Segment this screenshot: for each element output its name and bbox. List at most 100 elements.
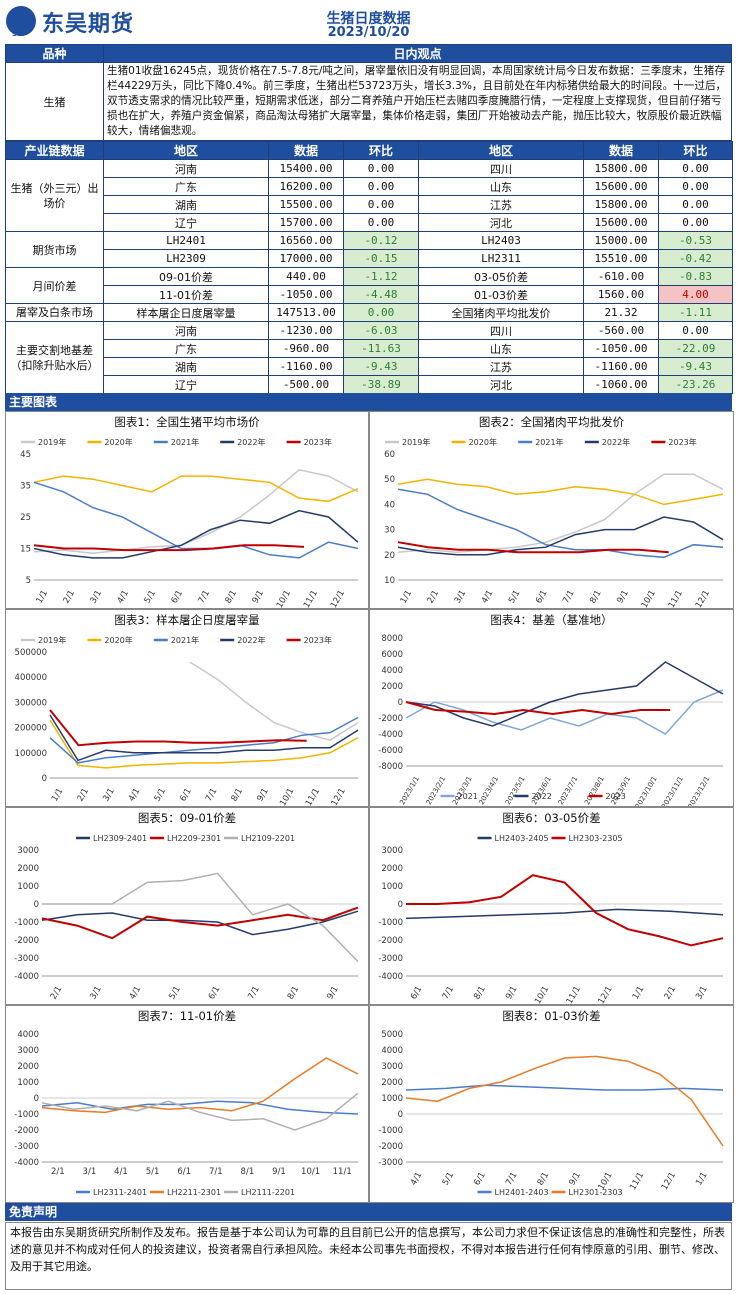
chart-svg: 3000 2000 1000 0 -1000 -2000 -3000 -4000 6/1 7/1 8… xyxy=(378,834,724,1005)
x-tick-label: 9/1 xyxy=(567,1171,583,1188)
x-tick-label: 3/1 xyxy=(89,589,105,606)
table-row: 11-01价差 -1050.00 -4.48 01-03价差 1560.00 4.00 xyxy=(6,285,733,304)
x-tick-label: 3/1 xyxy=(453,589,469,606)
series-line-LH2109-2201 xyxy=(42,872,359,963)
x-tick-label: 8/1 xyxy=(588,589,604,606)
region-cell: 湖南 xyxy=(103,195,269,214)
y-tick-label: 1000 xyxy=(381,882,403,892)
series-line-LH2303-2305 xyxy=(406,874,724,947)
y-tick-label: 5 xyxy=(26,576,31,586)
value-cell: 15600.00 xyxy=(583,213,659,232)
region-cell: 山东 xyxy=(418,177,584,196)
y-tick-label: 2000 xyxy=(17,1062,39,1072)
legend-label: 2021年 xyxy=(171,635,199,645)
y-tick-label: 0 xyxy=(34,900,39,910)
change-cell: 0.00 xyxy=(658,195,733,214)
y-tick-label: 0 xyxy=(398,698,403,708)
y-tick-label: -3000 xyxy=(378,954,403,964)
series-line-2021年 xyxy=(49,716,359,764)
y-tick-label: -6000 xyxy=(378,746,403,756)
change-cell: -1.12 xyxy=(343,267,419,286)
chart-title: 图表8：01-03价差 xyxy=(502,1009,601,1023)
legend-label: 2021 xyxy=(458,792,478,801)
chart-svg: 5000 4000 3000 2000 1000 0 -1000 -2000 -3000 4/1 5… xyxy=(378,1030,724,1197)
x-tick-label: 4/1 xyxy=(116,589,132,606)
change-cell: -11.63 xyxy=(343,339,419,358)
change-cell: -0.53 xyxy=(658,231,733,250)
x-tick-label: 1/1 xyxy=(694,1171,710,1188)
x-tick-label: 2023/11/1 xyxy=(660,775,685,806)
variety-header: 品种 xyxy=(5,44,104,63)
table-row: 月间价差 09-01价差 440.00 -1.12 03-05价差 -610.00 -0.8… xyxy=(5,267,733,304)
series-line-LH2111-2201 xyxy=(41,1092,359,1131)
x-tick-label: 12/1 xyxy=(330,787,348,807)
chart-svg: 500000 400000 300000 200000 100000 01/1 2/1 3/1… xyxy=(15,635,359,807)
y-tick-label: 35 xyxy=(20,482,31,492)
y-tick-label: -3000 xyxy=(14,954,39,964)
series-line-2022年 xyxy=(397,516,724,556)
x-tick-label: 11/1 xyxy=(302,589,320,609)
x-tick-label: 1/1 xyxy=(50,787,66,804)
x-tick-label: 2023/1/1 xyxy=(398,775,421,806)
legend-label: LH2403-2405 xyxy=(495,834,549,843)
change-cell: -22.09 xyxy=(658,339,733,358)
region-cell: 江苏 xyxy=(418,357,584,376)
y-tick-label: -8000 xyxy=(378,762,403,772)
table-header-1: 地区 xyxy=(103,141,269,160)
value-cell: -1060.00 xyxy=(583,375,659,394)
legend-label: LH2211-2301 xyxy=(167,1188,221,1197)
legend-label: 2022年 xyxy=(237,437,265,447)
table-row: 屠宰及白条市场 样本屠企日度屠宰量 147513.00 0.00 全国猪肉平均批发价 21… xyxy=(5,303,733,322)
change-cell: -38.89 xyxy=(343,375,419,394)
x-tick-label: 4/1 xyxy=(127,787,143,804)
x-tick-label: 4/1 xyxy=(114,1167,128,1177)
chart-title: 图表1：全国生猪平均市场价 xyxy=(114,415,260,429)
region-cell: 辽宁 xyxy=(103,375,269,394)
value-cell: -960.00 xyxy=(268,339,344,358)
x-tick-label: 11/1 xyxy=(304,787,322,807)
y-tick-label: 25 xyxy=(20,513,31,523)
region-cell: LH2403 xyxy=(418,231,584,250)
chart-title: 图表6：03-05价差 xyxy=(502,811,601,825)
x-tick-label: 7/1 xyxy=(504,1171,520,1188)
x-tick-label: 9/1 xyxy=(255,787,271,804)
series-line-2022 xyxy=(405,661,724,727)
x-tick-label: 5/1 xyxy=(441,1171,457,1188)
y-tick-label: -4000 xyxy=(14,1158,39,1168)
x-tick-label: 2023/3/1 xyxy=(451,775,474,806)
series-line-2021年 xyxy=(33,481,359,559)
series-line-LH2403-2405 xyxy=(405,908,724,920)
x-tick-label: 12/1 xyxy=(596,985,614,1005)
y-tick-label: 2000 xyxy=(17,864,39,874)
table-header-2: 数据 xyxy=(268,141,344,160)
group-label: 生猪（外三元）出场价 xyxy=(5,159,104,232)
x-tick-label: 3/1 xyxy=(88,985,104,1002)
series-line-2020年 xyxy=(49,719,359,769)
value-cell: 17000.00 xyxy=(268,249,344,268)
value-cell: 15500.00 xyxy=(268,195,344,214)
x-tick-label: 9/1 xyxy=(272,1167,286,1177)
x-tick-label: 8/1 xyxy=(241,1167,255,1177)
chart-7: 图表7：11-01价差 4000 3000 2000 1000 0 -1000 -2000 -3… xyxy=(5,1005,369,1203)
view-header: 日内观点 xyxy=(103,44,732,63)
y-tick-label: 1000 xyxy=(381,1094,403,1104)
region-cell: 四川 xyxy=(418,321,584,340)
change-cell: -0.12 xyxy=(343,231,419,250)
change-cell: -6.03 xyxy=(343,321,419,340)
x-tick-label: 5/1 xyxy=(153,787,169,804)
x-tick-label: 7/1 xyxy=(197,589,213,606)
x-tick-label: 6/1 xyxy=(409,985,425,1002)
change-cell: 0.00 xyxy=(658,177,733,196)
value-cell: 16200.00 xyxy=(268,177,344,196)
y-tick-label: 4000 xyxy=(17,1030,39,1040)
x-tick-label: 6/1 xyxy=(207,985,223,1002)
y-tick-label: 20 xyxy=(384,551,395,561)
region-cell: 全国猪肉平均批发价 xyxy=(418,303,584,322)
report-title: 生猪日度数据 xyxy=(326,11,411,27)
y-tick-label: 0 xyxy=(398,1110,403,1120)
legend-label: 2023年 xyxy=(304,635,332,645)
series-line-2019年 xyxy=(33,468,359,554)
y-tick-label: 300000 xyxy=(15,698,47,708)
change-cell: -0.42 xyxy=(658,249,733,268)
region-cell: 广东 xyxy=(103,339,269,358)
